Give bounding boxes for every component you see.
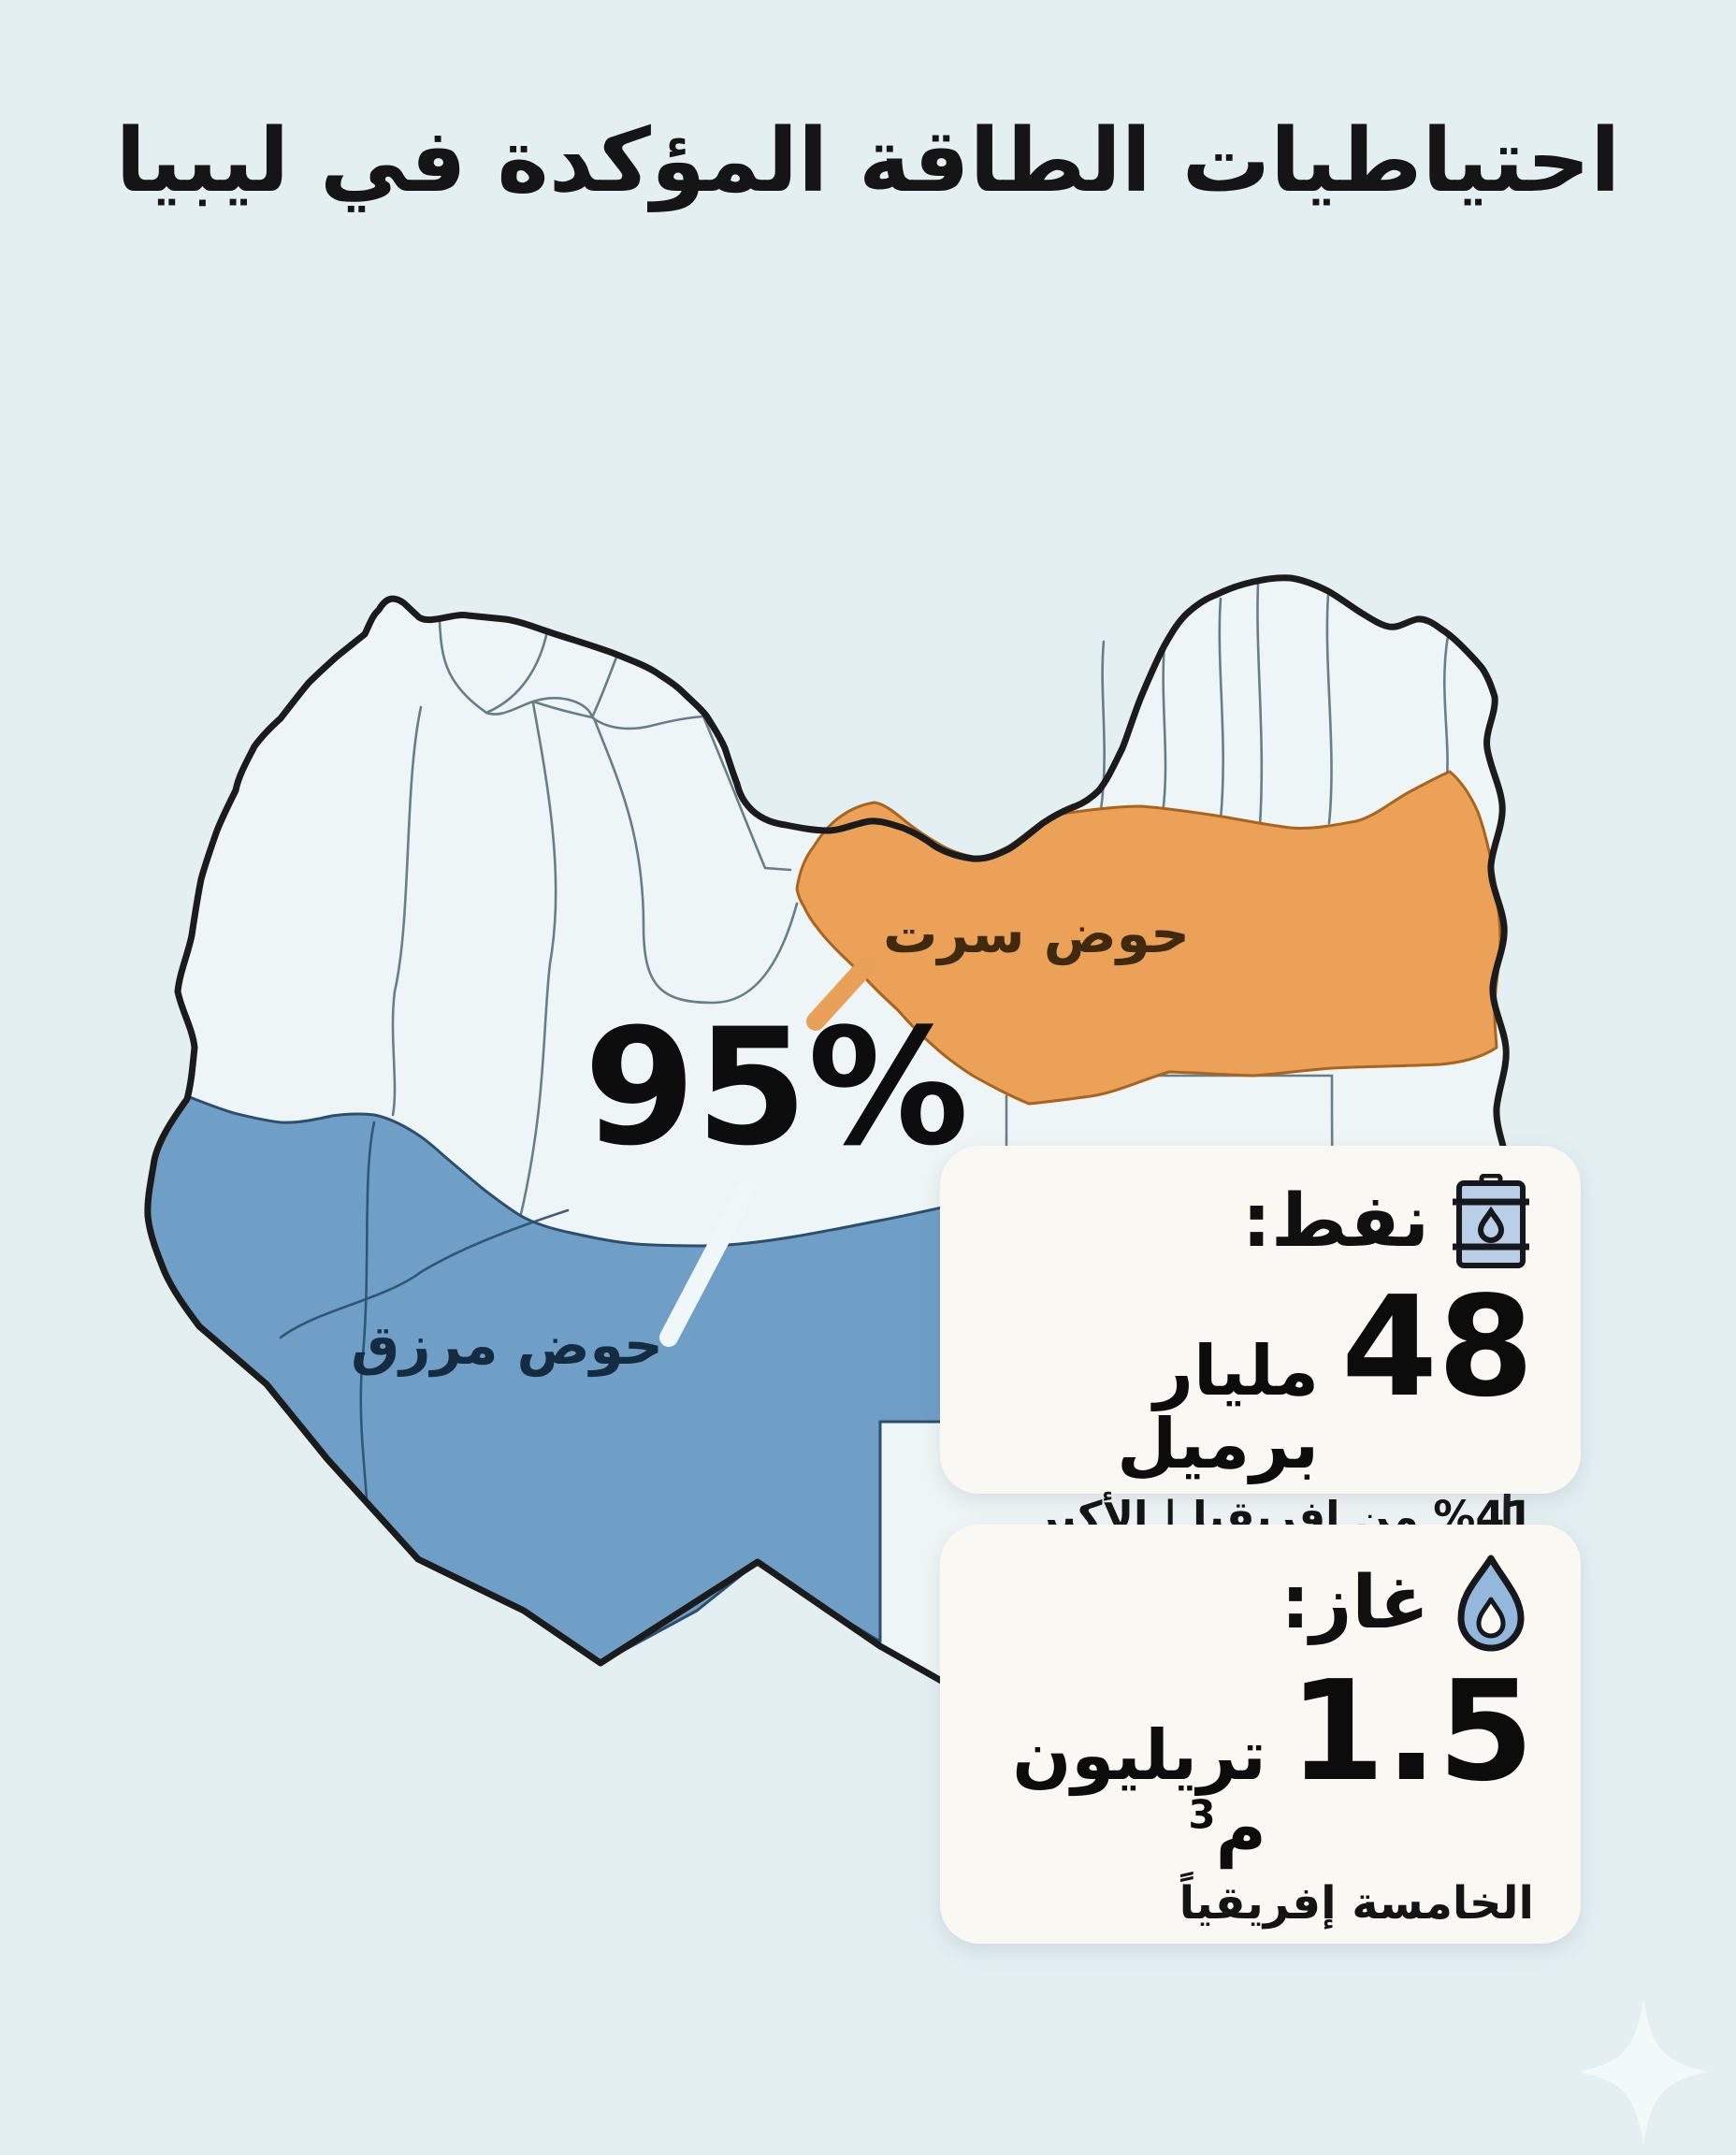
gas-flame-icon [1448,1553,1534,1656]
share-percentage: 95% [584,993,969,1181]
oil-unit: مليار برميل [1117,1331,1320,1484]
oil-card-header: نفط: [977,1173,1534,1271]
oil-value: 48 [1341,1266,1534,1427]
page-title: احتياطيات الطاقة المؤكدة في ليبيا [115,110,1621,212]
oil-reserves-card: نفط: 48 مليار برميل %41 من إفريقيا | الأ… [940,1146,1581,1597]
oil-value-row: 48 مليار برميل [977,1266,1534,1484]
gas-heading: غاز: [1280,1561,1429,1646]
gas-value-row: 1.5 تريليون م3 [977,1651,1534,1869]
gas-value: 1.5 [1288,1651,1534,1812]
admin-boundaries-murzuq [279,1121,570,1502]
gas-reserves-card: غاز: 1.5 تريليون م3 الخامسة إفريقياً [940,1525,1581,1944]
sirte-leader-line [806,952,879,1031]
gas-unit: تريليون م3 [1012,1715,1266,1869]
gas-unit-exponent: 3 [1188,1791,1216,1838]
murzuq-basin-label: حوض مرزق [351,1313,663,1378]
gas-note: الخامسة إفريقياً [1179,1877,1534,1931]
gas-card-header: غاز: [977,1553,1534,1656]
sirte-basin-label: حوض سرت [883,902,1190,966]
libya-border [144,574,1514,1786]
sparkle-icon [1573,1992,1714,2155]
murzuq-leader-line [659,1180,756,1347]
oil-heading: نفط: [1241,1179,1429,1265]
oil-barrel-icon [1448,1173,1534,1271]
